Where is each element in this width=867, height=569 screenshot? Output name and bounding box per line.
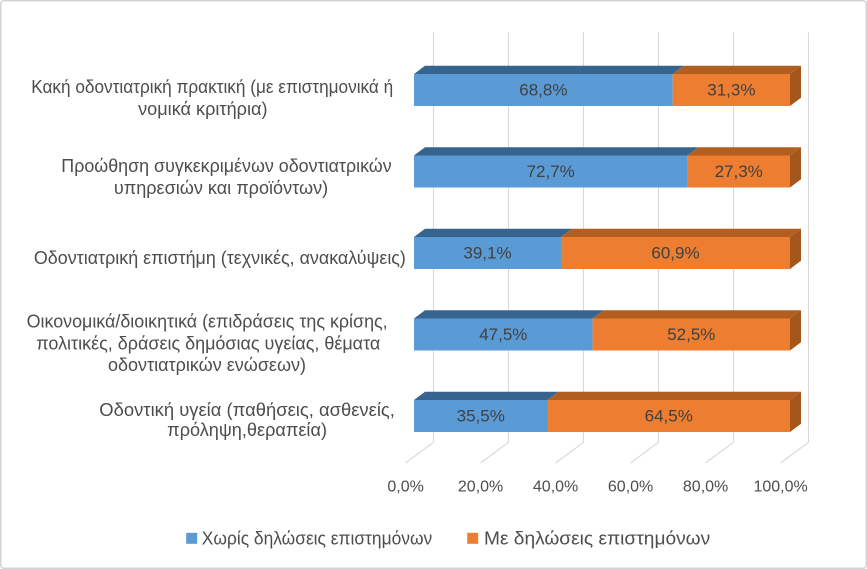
svg-text:Με δηλώσεις επιστημόνων: Με δηλώσεις επιστημόνων [484,528,710,548]
svg-text:Κακή οδοντιατρική πρακτική (με: Κακή οδοντιατρική πρακτική (με επιστημον… [31,77,393,97]
svg-text:πρόληψη,θεραπεία): πρόληψη,θεραπεία) [167,420,327,440]
svg-text:68,8%: 68,8% [519,81,567,100]
svg-text:Χωρίς δηλώσεις επιστημόνων: Χωρίς δηλώσεις επιστημόνων [202,528,432,548]
svg-text:64,5%: 64,5% [645,407,693,426]
svg-text:οδοντιατρικών ενώσεων): οδοντιατρικών ενώσεων) [108,355,306,375]
svg-text:31,3%: 31,3% [707,81,755,100]
svg-text:80,0%: 80,0% [683,479,728,496]
svg-text:0,0%: 0,0% [387,479,423,496]
svg-text:47,5%: 47,5% [479,325,527,344]
svg-text:Οικονομικά/διοικητικά (επιδράσ: Οικονομικά/διοικητικά (επιδράσεις της κρ… [27,312,388,332]
svg-text:40,0%: 40,0% [533,479,578,496]
svg-text:52,5%: 52,5% [667,325,715,344]
svg-text:νομικά κριτήρια): νομικά κριτήρια) [138,99,267,119]
svg-text:60,0%: 60,0% [608,479,653,496]
svg-text:100,0%: 100,0% [753,479,807,496]
svg-text:20,0%: 20,0% [458,479,503,496]
svg-text:πολιτικές, δράσεις δημόσιας υγ: πολιτικές, δράσεις δημόσιας υγείας, θέμα… [36,333,380,353]
svg-text:35,5%: 35,5% [457,407,505,426]
svg-text:39,1%: 39,1% [463,244,511,263]
svg-text:Προώθηση συγκεκριμένων οδοντια: Προώθηση συγκεκριμένων οδοντιατρικών [61,156,391,176]
svg-text:Οδοντική υγεία (παθήσεις, ασθε: Οδοντική υγεία (παθήσεις, ασθενείς, [99,400,395,420]
svg-text:Οδοντιατρική επιστήμη (τεχνικέ: Οδοντιατρική επιστήμη (τεχνικές, ανακαλύ… [34,248,406,268]
svg-text:72,7%: 72,7% [527,162,575,181]
svg-text:60,9%: 60,9% [651,244,699,263]
svg-text:27,3%: 27,3% [715,162,763,181]
svg-text:υπηρεσιών και προϊόντων): υπηρεσιών και προϊόντων) [114,178,328,198]
